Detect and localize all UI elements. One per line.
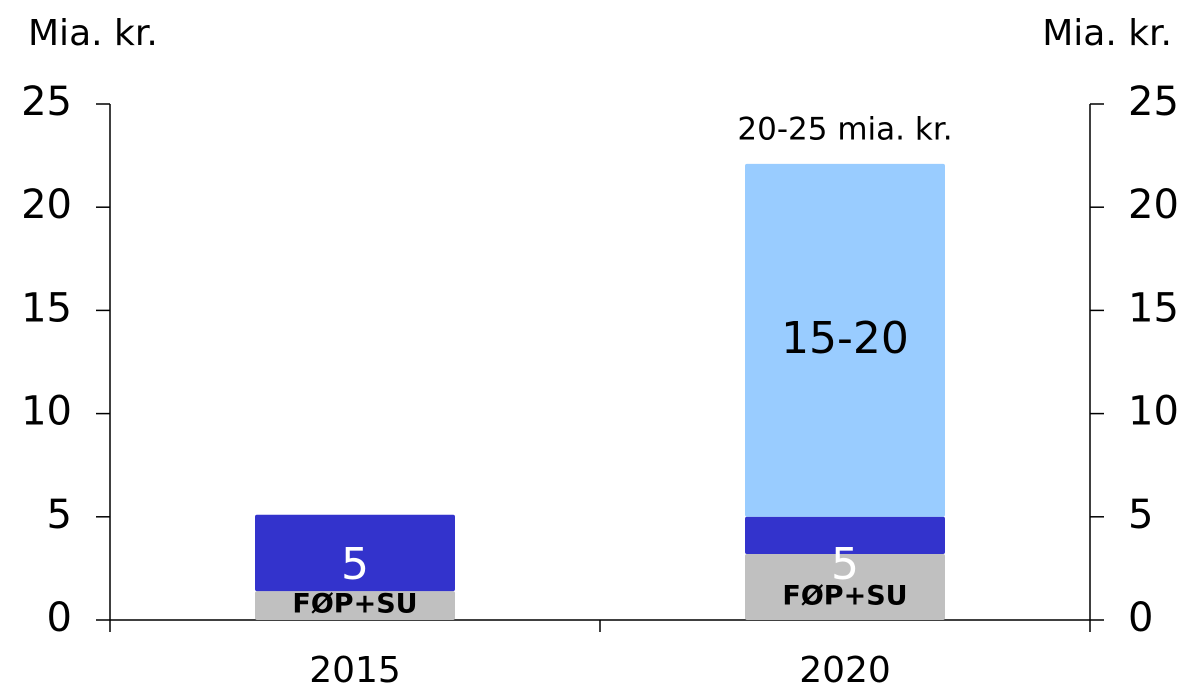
- bar-segment: [745, 163, 945, 517]
- bar-segment: [745, 553, 945, 620]
- y-tick-label: 5: [47, 492, 72, 538]
- y-tick-label: 20: [21, 182, 72, 228]
- y2-tick-label: 25: [1128, 79, 1179, 125]
- y-tick-label: 25: [21, 79, 72, 125]
- y2-tick-label: 20: [1128, 182, 1179, 228]
- y-tick-label: 10: [21, 389, 72, 435]
- y2-tick-label: 5: [1128, 492, 1153, 538]
- annotation: 20-25 mia. kr.: [737, 112, 952, 148]
- bar-segment: [745, 516, 945, 554]
- annotation: 5: [831, 539, 859, 590]
- y-axis-label: Mia. kr.: [28, 13, 158, 54]
- y2-axis-label: Mia. kr.: [1042, 13, 1172, 54]
- bar-segment: [255, 591, 455, 620]
- segment-label: FØP+SU: [292, 589, 417, 620]
- y2-tick-label: 10: [1128, 389, 1179, 435]
- x-tick-label: 2020: [799, 650, 891, 691]
- annotation: 5: [341, 539, 369, 590]
- y-tick-label: 15: [21, 285, 72, 331]
- y-tick-label: 0: [47, 595, 72, 641]
- annotation: 15-20: [781, 313, 909, 364]
- y2-tick-label: 0: [1128, 595, 1153, 641]
- segment-label: FØP+SU: [782, 581, 907, 612]
- y2-tick-label: 15: [1128, 285, 1179, 331]
- bar-segment: [255, 514, 455, 592]
- x-tick-label: 2015: [309, 650, 401, 691]
